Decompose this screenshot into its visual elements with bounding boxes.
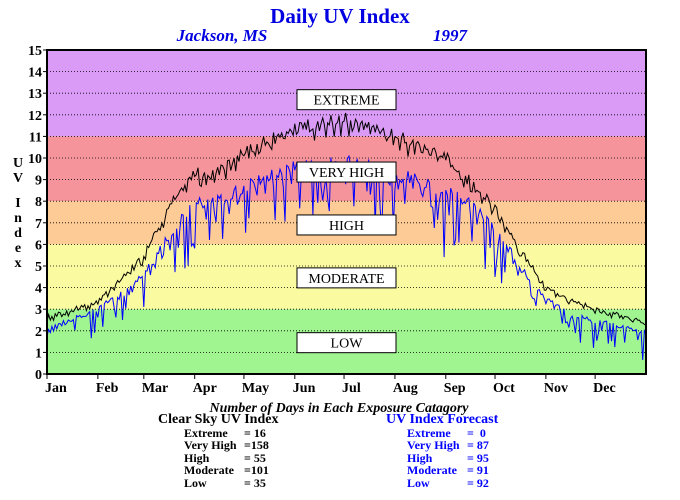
y-axis-label-char: V <box>13 171 23 186</box>
chart-subtitle-location: Jackson, MS <box>176 26 268 45</box>
forecast-row-name: Moderate <box>407 463 457 478</box>
category-label-box <box>296 332 397 354</box>
category-label-very-high: VERY HIGH <box>296 161 397 183</box>
y-tick-label: 1 <box>35 346 42 361</box>
clear-sky-row-value: = 35 <box>244 475 266 490</box>
forecast-row-name: High <box>407 450 433 465</box>
forecast-row-name: Low <box>407 475 430 490</box>
y-axis-label-char: U <box>13 156 23 171</box>
y-tick-label: 4 <box>35 282 42 297</box>
forecast-row-value: = 95 <box>467 450 489 465</box>
y-tick-label: 10 <box>28 152 42 167</box>
forecast-row-name: Extreme <box>407 425 451 440</box>
x-tick-label: Dec <box>593 381 616 396</box>
clear-sky-row: Extreme = 16 <box>158 425 288 440</box>
forecast-row-value: = 87 <box>467 438 489 453</box>
y-tick-label: 12 <box>28 109 42 124</box>
category-label-text: MODERATE <box>308 272 384 287</box>
category-label-box <box>296 214 397 236</box>
clear-sky-row: Moderate =101 <box>158 464 288 477</box>
x-tick-label: Oct <box>493 381 515 396</box>
forecast-row: Very High = 87 <box>386 439 511 452</box>
y-tick-label: 15 <box>28 44 42 59</box>
forecast-row: High = 95 <box>386 452 511 465</box>
clear-sky-row-value: = 55 <box>244 450 266 465</box>
category-label-high: HIGH <box>296 214 397 236</box>
y-tick-label: 2 <box>35 325 42 340</box>
clear-sky-row: Very High =158 <box>158 439 288 452</box>
y-axis-label-char: I <box>15 196 20 211</box>
x-tick-label: Feb <box>96 381 119 396</box>
y-tick-label: 5 <box>35 260 42 275</box>
x-tick-label: Mar <box>142 381 168 396</box>
forecast-row-value: = 0 <box>467 425 486 440</box>
clear-sky-rows: Extreme = 16 Very High =158 High = 55 Moderate… <box>158 425 288 490</box>
forecast-row: Moderate = 91 <box>386 464 511 477</box>
y-tick-label: 0 <box>35 368 42 383</box>
y-tick-label: 7 <box>35 217 42 232</box>
forecast-row-value: = 91 <box>467 463 489 478</box>
x-tick-label: Jun <box>293 381 316 396</box>
category-label-text: VERY HIGH <box>309 166 384 181</box>
x-tick-label: Jan <box>45 381 67 396</box>
y-tick-label: 6 <box>35 238 42 253</box>
x-tick-label: Jul <box>342 381 361 396</box>
category-labels: EXTREME VERY HIGH HIGH MODERATE LOW <box>296 89 397 354</box>
clear-sky-row-value: = 16 <box>244 425 266 440</box>
chart-subtitle-year: 1997 <box>433 26 469 45</box>
category-label-extreme: EXTREME <box>296 89 397 111</box>
clear-sky-row-value: =158 <box>244 438 269 453</box>
category-label-text: LOW <box>331 337 364 352</box>
x-tick-label: May <box>242 381 269 396</box>
category-label-box <box>296 161 397 183</box>
clear-sky-row: High = 55 <box>158 452 288 465</box>
stats-title: Number of Days in Each Exposure Catagory <box>208 401 469 416</box>
plot-frame <box>46 49 647 375</box>
y-tick-label: 8 <box>35 195 42 210</box>
y-tick-label: 9 <box>35 174 42 189</box>
clear-sky-row-name: Moderate <box>184 463 234 478</box>
forecast-header: UV Index Forecast <box>386 412 499 427</box>
category-label-text: HIGH <box>329 219 364 234</box>
clear-sky-row: Low = 35 <box>158 477 288 490</box>
clear-sky-row-name: Extreme <box>184 425 228 440</box>
forecast-row-value: = 92 <box>467 475 489 490</box>
category-label-low: LOW <box>296 332 397 354</box>
forecast-row-name: Very High <box>407 438 460 453</box>
forecast-rows: Extreme = 0 Very High = 87 High = 95 Moderate =… <box>386 425 511 490</box>
x-axis-ticks: Jan Feb Mar Apr May Jun Jul Aug Sep Oct Nov Dec <box>45 374 616 396</box>
y-tick-label: 13 <box>28 87 42 102</box>
forecast-row: Low = 92 <box>386 477 511 490</box>
y-axis-label-char: n <box>14 211 22 226</box>
y-axis-label-char: e <box>15 241 21 256</box>
y-axis-label-char: x <box>15 256 22 271</box>
category-label-box <box>296 267 397 289</box>
x-tick-label: Apr <box>193 381 217 396</box>
y-tick-label: 11 <box>29 130 42 145</box>
x-tick-label: Sep <box>444 381 466 396</box>
y-tick-label: 3 <box>35 303 42 318</box>
clear-sky-row-name: Low <box>184 475 207 490</box>
x-tick-label: Nov <box>544 381 568 396</box>
y-axis-label-char: d <box>14 226 22 241</box>
clear-sky-row-name: High <box>184 450 210 465</box>
category-label-text: EXTREME <box>313 94 379 109</box>
chart-title: Daily UV Index <box>270 4 410 28</box>
gridlines <box>47 71 646 353</box>
clear-sky-row-name: Very High <box>184 438 237 453</box>
clear-sky-row-value: =101 <box>244 463 269 478</box>
series-line-clear-sky-uv-index <box>46 112 647 326</box>
clear-sky-stats: Clear Sky UV Index Extreme = 16 Very High =… <box>158 412 288 490</box>
x-tick-label: Aug <box>393 381 418 396</box>
y-tick-label: 14 <box>28 66 42 81</box>
clear-sky-header: Clear Sky UV Index <box>158 412 279 427</box>
forecast-stats: UV Index Forecast Extreme = 0 Very High = 8… <box>386 412 511 490</box>
forecast-row: Extreme = 0 <box>386 425 511 440</box>
category-label-box <box>296 89 397 111</box>
category-label-moderate: MODERATE <box>296 267 397 289</box>
